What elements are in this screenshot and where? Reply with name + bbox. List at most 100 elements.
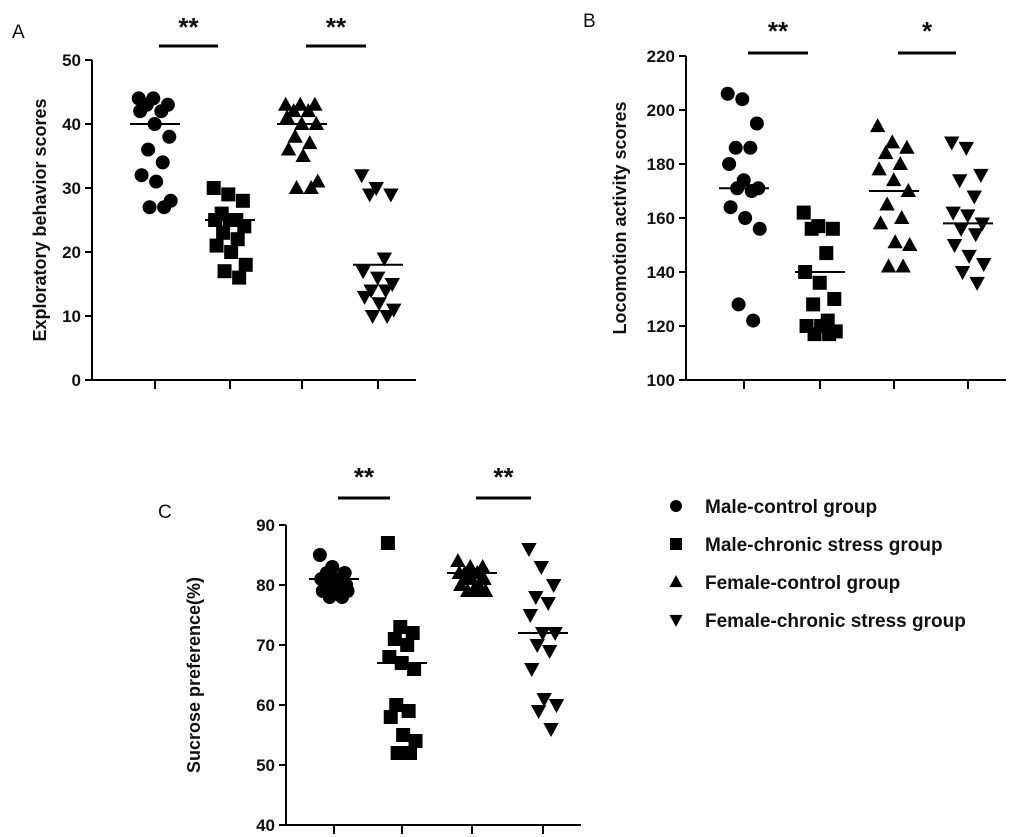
panel-b: B 100 120 140 160 180 200 220 Locomotion activit… xyxy=(583,11,1006,390)
data-point xyxy=(722,157,737,171)
data-point xyxy=(292,96,308,111)
data-point xyxy=(238,257,253,272)
chart-panels: A 0 10 20 30 40 50 Exploratory behavior scores *… xyxy=(12,11,1006,835)
data-point xyxy=(871,161,887,176)
data-point xyxy=(812,275,827,290)
y-tick-label: 40 xyxy=(62,115,81,134)
data-point xyxy=(529,639,545,654)
data-point xyxy=(968,228,984,243)
data-point xyxy=(973,168,989,183)
data-point xyxy=(294,115,310,130)
data-point xyxy=(286,103,302,118)
y-axis-label: Locomotion activity scores xyxy=(610,101,630,334)
data-point xyxy=(522,609,539,624)
data-point xyxy=(354,169,370,184)
panel-a: A 0 10 20 30 40 50 Exploratory behavior scores *… xyxy=(12,12,416,390)
data-point xyxy=(209,238,224,253)
data-point xyxy=(825,221,840,236)
data-point xyxy=(401,704,416,718)
data-point xyxy=(237,219,252,234)
data-point xyxy=(548,699,565,714)
data-point xyxy=(383,188,399,203)
data-point xyxy=(279,109,295,124)
series-triangle-down xyxy=(943,136,993,291)
significance-label: ** xyxy=(178,12,199,42)
panel-label: A xyxy=(12,22,25,43)
y-tick-label: 220 xyxy=(647,47,675,66)
data-point xyxy=(162,129,177,144)
data-point xyxy=(796,205,811,220)
data-point xyxy=(335,590,350,604)
data-point xyxy=(545,579,562,594)
data-point xyxy=(221,187,236,202)
significance-label: ** xyxy=(768,16,789,46)
series-circle xyxy=(719,86,769,328)
data-point xyxy=(400,638,415,652)
data-point xyxy=(302,135,318,150)
data-point xyxy=(308,115,324,130)
data-point xyxy=(547,627,563,642)
data-point xyxy=(946,239,963,254)
data-point xyxy=(976,257,992,272)
data-point xyxy=(133,104,148,119)
data-point xyxy=(405,626,420,640)
data-point xyxy=(224,245,239,259)
legend-item: Male-control group xyxy=(670,497,877,518)
data-point xyxy=(303,179,319,194)
data-point xyxy=(738,211,753,225)
data-point xyxy=(217,264,232,279)
legend-marker-circle xyxy=(670,500,682,512)
series-triangle-down xyxy=(353,169,403,325)
data-point xyxy=(900,182,916,197)
data-point xyxy=(149,174,164,189)
data-point xyxy=(278,96,294,111)
data-point xyxy=(288,179,305,194)
data-point xyxy=(295,147,311,162)
data-point xyxy=(403,746,418,760)
data-point xyxy=(451,564,468,579)
y-tick-label: 10 xyxy=(62,307,81,326)
y-tick-label: 200 xyxy=(647,101,675,120)
data-point xyxy=(530,705,547,720)
data-point xyxy=(378,284,394,299)
y-tick-label: 40 xyxy=(256,816,275,835)
data-point xyxy=(878,145,894,160)
y-axis-label: Sucrose preference(%) xyxy=(184,577,204,773)
y-tick-label: 100 xyxy=(647,371,675,390)
data-point xyxy=(944,136,960,151)
panel-label: B xyxy=(583,11,596,32)
significance-label: * xyxy=(922,16,933,46)
data-point xyxy=(884,134,900,149)
y-tick-label: 160 xyxy=(647,209,675,228)
y-tick-label: 120 xyxy=(647,317,675,336)
legend-item: Female-control group xyxy=(669,573,900,594)
data-point xyxy=(541,645,558,660)
legend-marker-square xyxy=(670,538,682,550)
data-point xyxy=(312,548,327,562)
data-point xyxy=(892,155,908,170)
panel-c: C 40 50 60 70 80 90 Sucrose preference(%) ** ** xyxy=(158,462,581,835)
legend-marker-triangle-up xyxy=(669,575,683,588)
data-point xyxy=(524,663,540,678)
data-point xyxy=(383,710,398,724)
legend-item: Male-chronic stress group xyxy=(670,535,943,556)
y-tick-label: 90 xyxy=(256,516,275,535)
data-point xyxy=(827,292,842,306)
data-point xyxy=(393,620,408,634)
data-point xyxy=(535,627,551,642)
data-point xyxy=(966,190,982,205)
series-square xyxy=(795,205,845,342)
data-point xyxy=(310,173,326,188)
data-point xyxy=(953,222,969,237)
data-point xyxy=(155,155,170,170)
significance-label: ** xyxy=(354,462,375,492)
data-point xyxy=(370,271,386,286)
y-tick-label: 80 xyxy=(256,576,275,595)
legend-label: Male-chronic stress group xyxy=(705,535,943,556)
y-tick-label: 20 xyxy=(62,243,81,262)
y-tick-label: 0 xyxy=(72,371,81,390)
legend-label: Female-control group xyxy=(705,573,900,594)
data-point xyxy=(746,313,761,328)
data-point xyxy=(954,266,971,281)
